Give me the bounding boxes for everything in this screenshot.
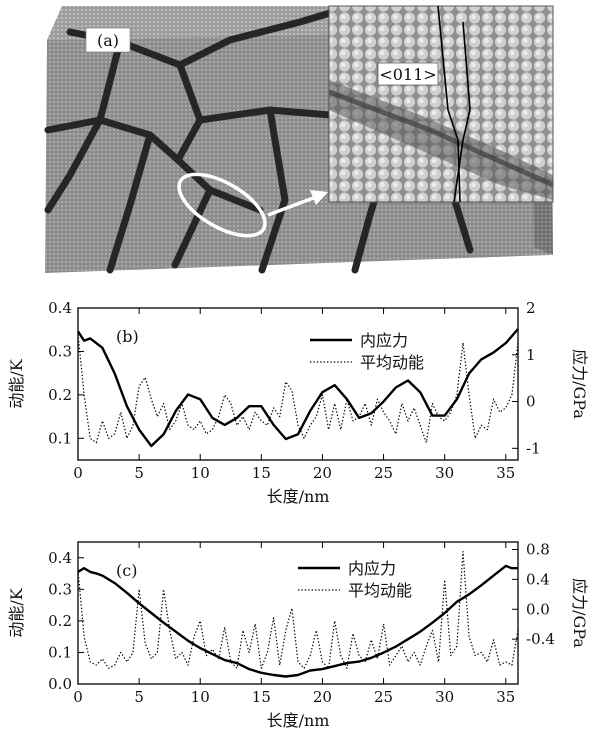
panel-label: (c) xyxy=(116,561,137,580)
x-tick-label: 5 xyxy=(134,464,144,482)
x-tick-label: 25 xyxy=(374,688,393,706)
x-tick-label: 25 xyxy=(374,464,393,482)
zoom-arrow-head xyxy=(310,190,328,205)
x-tick-label: 10 xyxy=(191,464,210,482)
plot-frame xyxy=(77,541,519,685)
y-right-axis-label: 应力/GPa xyxy=(570,349,589,419)
legend-label: 平均动能 xyxy=(360,353,424,372)
x-axis-label: 长度/nm xyxy=(267,487,330,506)
dislocation-line-right xyxy=(453,21,471,203)
panel-a-label: (a) xyxy=(97,31,119,50)
y-left-tick-label: 0.4 xyxy=(48,299,72,317)
zoom-arrow-shaft xyxy=(267,195,317,217)
x-tick-label: 20 xyxy=(313,464,332,482)
direction-label-box xyxy=(377,62,439,86)
y-left-tick-label: 0.2 xyxy=(48,386,72,404)
y-left-tick-label: 0.3 xyxy=(48,580,72,598)
x-axis-label: 长度/nm xyxy=(267,711,330,730)
x-tick-label: 0 xyxy=(73,688,83,706)
legend-label: 内应力 xyxy=(360,331,408,350)
inset-zoom: <011> xyxy=(328,5,554,203)
legend-label: 平均动能 xyxy=(348,581,412,600)
direction-label: <011> xyxy=(379,65,436,84)
series-line-internal-stress xyxy=(76,328,519,448)
y-left-axis-label: 动能/K xyxy=(7,587,26,637)
x-tick-label: 30 xyxy=(435,464,454,482)
x-tick-label: 30 xyxy=(435,688,454,706)
y-left-tick-label: 0.0 xyxy=(48,675,72,693)
x-tick-label: 15 xyxy=(252,688,271,706)
y-right-tick-label: 0.8 xyxy=(526,540,550,558)
x-tick-label: 35 xyxy=(496,688,515,706)
inset-boundary-band xyxy=(329,80,553,200)
x-tick-label: 0 xyxy=(73,464,83,482)
y-left-tick-label: 0.2 xyxy=(48,612,72,630)
x-tick-label: 5 xyxy=(134,688,144,706)
y-left-tick-label: 0.3 xyxy=(48,342,72,360)
y-right-tick-label: 0.4 xyxy=(526,570,550,588)
panel-label: (b) xyxy=(116,327,139,346)
y-left-axis-label: 动能/K xyxy=(7,358,26,408)
y-left-tick-label: 0.4 xyxy=(48,549,72,567)
panel-a-snapshot: <011> (a) xyxy=(44,5,554,274)
y-right-tick-label: 2 xyxy=(526,299,536,317)
series-line-internal-stress xyxy=(77,564,518,678)
x-tick-label: 20 xyxy=(313,688,332,706)
y-right-tick-label: -1 xyxy=(526,439,541,457)
y-left-tick-label: 0.1 xyxy=(48,429,72,447)
x-tick-label: 15 xyxy=(252,464,271,482)
panel-a-label-box xyxy=(85,27,131,53)
y-right-tick-label: 0.0 xyxy=(526,600,550,618)
series-line-avg-kinetic-energy xyxy=(77,334,519,444)
y-right-tick-label: 1 xyxy=(526,346,536,364)
inset-boundary-core xyxy=(329,89,553,188)
y-right-axis-label: 应力/GPa xyxy=(570,578,589,648)
y-right-tick-label: -0.4 xyxy=(526,630,555,648)
y-right-tick-label: 0 xyxy=(526,393,536,411)
y-left-tick-label: 0.1 xyxy=(48,643,72,661)
highlight-ellipse xyxy=(177,172,267,238)
chart-c: 0 5 10 15 20 25 30 35 0.0 0.1 0.2 0.3 0.4 -0.4 0.0 0.4 0… xyxy=(7,540,589,730)
plot-frame xyxy=(77,307,519,461)
chart-b: 0 5 10 15 20 25 30 35 0.1 0.2 0.3 0.4 -1 0 1 2 长度/nm 动能/K… xyxy=(7,299,589,506)
x-tick-label: 10 xyxy=(191,688,210,706)
x-tick-label: 35 xyxy=(496,464,515,482)
legend-label: 内应力 xyxy=(348,559,396,578)
